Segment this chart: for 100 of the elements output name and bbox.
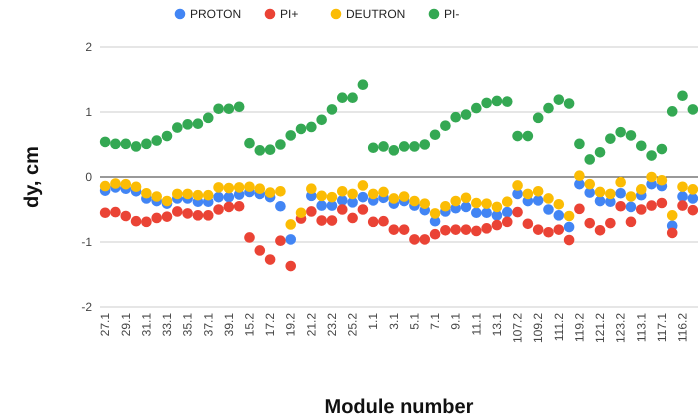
point [543,193,554,204]
point [450,196,462,206]
point [316,190,327,202]
point [244,138,255,148]
x-tick-label: 31.1 [139,312,154,336]
point [564,98,574,109]
point [471,226,482,236]
point [481,198,492,209]
x-axis-title: Module number [324,396,474,417]
point [275,139,286,150]
point [172,122,183,133]
point [522,218,534,230]
point [100,136,110,148]
point [574,204,585,214]
y-tick-label: 2 [85,40,92,54]
point [234,182,244,193]
point [275,235,286,246]
point [358,79,368,90]
point [460,192,472,204]
point [388,193,400,204]
legend-label: PROTON [190,7,242,21]
point [502,206,513,218]
point [626,216,636,228]
x-tick-label: 109.2 [531,312,546,344]
point [522,188,534,200]
point [254,245,266,256]
point [419,198,430,209]
x-tick-label: 119.2 [572,312,586,342]
x-tick-label: 123.2 [614,312,628,344]
x-tick-label: 117.1 [654,312,669,342]
point [202,210,214,221]
point [554,199,564,210]
point [224,182,234,194]
point [254,183,266,194]
point [296,207,306,218]
point [409,234,420,245]
point [110,138,121,150]
point [358,192,368,202]
point [336,186,348,197]
point [224,192,234,202]
point [584,178,596,190]
point [358,180,368,191]
point [192,190,204,200]
point [378,141,389,152]
point [594,186,606,198]
point [584,154,596,165]
point [502,196,513,207]
point [347,212,358,224]
point [554,210,564,221]
point [398,191,410,202]
point [162,130,172,142]
point [130,216,142,226]
point [554,224,564,235]
point [213,103,224,114]
point [100,207,110,218]
point [594,196,606,206]
x-tick-label: 116.2 [676,312,690,342]
x-tick-label: 13.1 [490,312,504,336]
point [574,138,585,150]
point [316,200,327,211]
point [285,219,296,230]
point [213,204,224,215]
point [543,204,554,215]
y-tick-label: -2 [81,300,92,314]
point [688,193,698,204]
point [213,182,224,193]
point [615,126,626,138]
point [554,94,564,105]
point [656,174,668,186]
point [316,114,327,126]
x-tick-label: 35.1 [180,312,195,336]
point [605,218,616,228]
point [450,112,462,122]
point [543,226,554,238]
x-tick-label: 15.2 [242,312,256,336]
point [347,188,358,200]
point [254,145,266,156]
point [409,141,420,152]
x-tick-label: 11.1 [469,312,484,336]
point [306,183,317,194]
point [378,186,389,198]
point [677,181,688,192]
point [502,216,513,228]
point [666,228,678,238]
x-tick-label: 5.1 [407,312,422,330]
x-tick-label: 27.1 [98,312,112,336]
point [522,130,534,142]
point [492,220,502,230]
point [368,188,379,200]
point [460,202,472,212]
point [512,130,523,142]
point [409,196,420,206]
point [388,224,400,235]
legend-label: PI- [444,7,460,21]
point [120,210,132,222]
point [264,254,276,265]
point [543,102,554,114]
point [172,188,183,200]
point [100,180,110,192]
point [224,103,234,114]
